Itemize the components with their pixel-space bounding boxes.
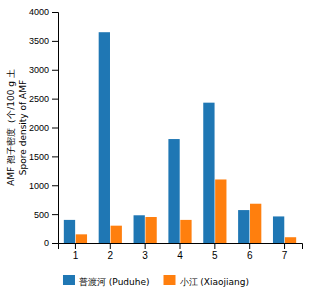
x-tick-mark (180, 243, 181, 249)
bar (203, 103, 214, 243)
y-tick: 1500 (29, 152, 58, 162)
bar (238, 210, 249, 243)
y-tick: 3500 (29, 36, 58, 46)
x-tick: 7 (282, 243, 288, 261)
bars (64, 32, 296, 243)
x-tick: 3 (142, 243, 148, 261)
y-label: AMF 孢子密度（个/100 g 土Spore density of AMF (6, 69, 28, 186)
y-tick-label: 1000 (29, 181, 49, 191)
x-tick-label: 7 (282, 250, 288, 261)
bar (134, 215, 145, 243)
y-axis: 0 500 1000 1500 2000 2500 3000 3500 4000 (29, 7, 59, 248)
y-tick-label: 3000 (29, 65, 49, 75)
legend-swatch (63, 275, 75, 285)
bar (111, 226, 122, 243)
y-tick-label: 4000 (29, 7, 49, 17)
y-tick-label: 500 (34, 210, 49, 220)
bar (99, 32, 110, 243)
y-tick-mark (52, 70, 58, 71)
chart: 1 2 3 4 5 6 7 0 500 1000 1500 2000 2500 3000 3500 4000 A… (0, 0, 312, 295)
legend: 普渡河 (Puduhe) 小江 (Xiaojiang) (63, 275, 249, 287)
axis-line (59, 244, 303, 250)
y-tick-mark (52, 12, 58, 13)
bar (215, 179, 226, 243)
x-tick-mark (145, 243, 146, 249)
x-tick: 6 (247, 243, 253, 261)
x-tick-label: 2 (108, 250, 114, 261)
x-tick: 4 (177, 243, 183, 261)
y-tick-label: 3500 (29, 36, 49, 46)
y-tick: 3000 (29, 65, 58, 75)
bar (168, 139, 179, 243)
y-tick-label: 2000 (29, 123, 49, 133)
x-axis: 1 2 3 4 5 6 7 (59, 243, 303, 261)
x-tick-label: 4 (177, 250, 183, 261)
y-tick-mark (52, 156, 58, 157)
x-tick-mark (75, 243, 76, 249)
y-tick-mark (52, 41, 58, 42)
x-tick-label: 3 (142, 250, 148, 261)
bar (145, 217, 156, 243)
y-tick-label: 0 (44, 238, 49, 248)
bar-series (76, 179, 296, 243)
y-tick-mark (52, 99, 58, 100)
legend-label: 小江 (Xiaojiang) (180, 277, 250, 287)
y-tick-mark (52, 128, 58, 129)
x-tick-mark (110, 243, 111, 249)
y-tick-label: 1500 (29, 152, 49, 162)
legend-item: 小江 (Xiaojiang) (164, 275, 250, 287)
x-tick-mark (214, 243, 215, 249)
y-tick: 0 (44, 238, 58, 248)
y-tick: 2500 (29, 94, 58, 104)
legend-label: 普渡河 (Puduhe) (79, 277, 150, 287)
y-tick-mark (52, 214, 58, 215)
axis-line (52, 13, 59, 244)
bar-series (64, 32, 284, 243)
x-tick-label: 5 (212, 250, 218, 261)
x-tick: 5 (212, 243, 218, 261)
legend-swatch (164, 275, 176, 285)
bar (273, 216, 284, 243)
y-tick: 2000 (29, 123, 58, 133)
y-tick: 1000 (29, 181, 58, 191)
y-tick-mark (52, 185, 58, 186)
bar (64, 220, 75, 243)
x-tick-label: 1 (73, 250, 79, 261)
legend-item: 普渡河 (Puduhe) (63, 275, 150, 287)
x-tick: 1 (73, 243, 79, 261)
y-label-line: Spore density of AMF (18, 80, 28, 175)
bar (76, 234, 87, 243)
plot: 1 2 3 4 5 6 7 0 500 1000 1500 2000 2500 3000 3500 4000 (29, 7, 303, 261)
y-tick: 500 (34, 210, 58, 220)
bar (285, 237, 296, 243)
y-tick-mark (52, 243, 58, 244)
x-tick: 2 (108, 243, 114, 261)
bar (250, 204, 261, 243)
bar (180, 220, 191, 243)
y-tick: 4000 (29, 7, 58, 17)
y-label-line: AMF 孢子密度（个/100 g 土 (6, 69, 16, 186)
x-tick-mark (249, 243, 250, 249)
x-tick-label: 6 (247, 250, 253, 261)
y-tick-label: 2500 (29, 94, 49, 104)
x-tick-mark (284, 243, 285, 249)
